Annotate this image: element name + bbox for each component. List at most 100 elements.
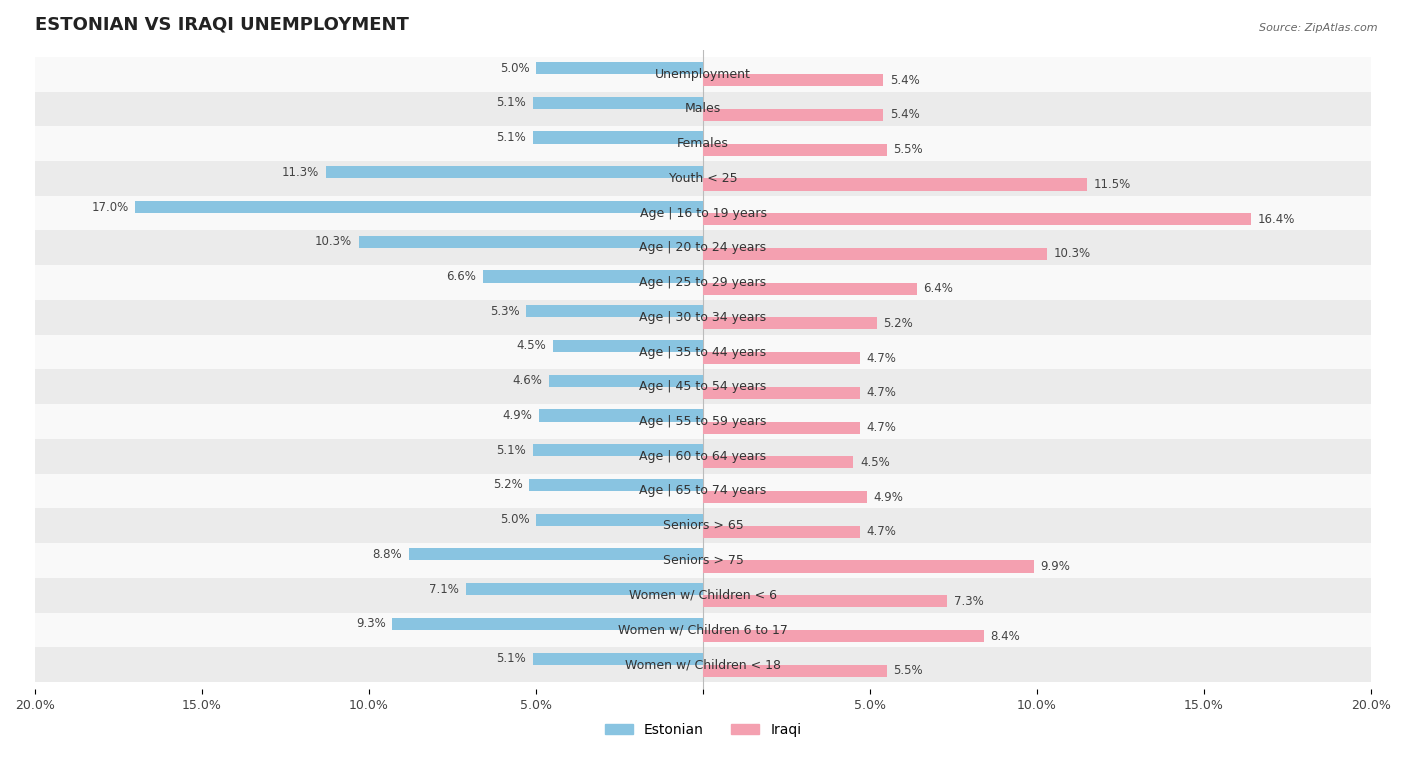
Text: Females: Females xyxy=(678,137,728,150)
Text: 6.4%: 6.4% xyxy=(924,282,953,295)
Text: 5.1%: 5.1% xyxy=(496,444,526,456)
Text: Males: Males xyxy=(685,102,721,115)
Bar xyxy=(359,235,703,248)
Bar xyxy=(35,265,1371,300)
Text: Seniors > 75: Seniors > 75 xyxy=(662,554,744,567)
Text: 4.9%: 4.9% xyxy=(873,491,903,503)
Bar xyxy=(35,369,1371,404)
Text: Age | 16 to 19 years: Age | 16 to 19 years xyxy=(640,207,766,220)
Text: Age | 25 to 29 years: Age | 25 to 29 years xyxy=(640,276,766,289)
Bar xyxy=(703,630,984,642)
Bar xyxy=(533,97,703,109)
Text: 5.4%: 5.4% xyxy=(890,108,920,121)
Text: Women w/ Children < 18: Women w/ Children < 18 xyxy=(626,658,780,671)
Bar xyxy=(703,525,860,538)
Bar xyxy=(533,132,703,144)
Text: 4.7%: 4.7% xyxy=(866,525,897,538)
Text: 5.5%: 5.5% xyxy=(893,664,922,678)
Bar xyxy=(392,618,703,630)
Bar xyxy=(35,647,1371,682)
Bar xyxy=(35,404,1371,439)
Legend: Estonian, Iraqi: Estonian, Iraqi xyxy=(599,718,807,743)
Bar xyxy=(553,340,703,352)
Bar xyxy=(35,439,1371,474)
Bar xyxy=(35,92,1371,126)
Text: Age | 45 to 54 years: Age | 45 to 54 years xyxy=(640,380,766,394)
Text: Age | 60 to 64 years: Age | 60 to 64 years xyxy=(640,450,766,463)
Text: 7.3%: 7.3% xyxy=(953,595,983,608)
Bar xyxy=(703,282,917,294)
Text: 5.2%: 5.2% xyxy=(883,317,912,330)
Text: Age | 65 to 74 years: Age | 65 to 74 years xyxy=(640,484,766,497)
Text: Women w/ Children < 6: Women w/ Children < 6 xyxy=(628,589,778,602)
Bar xyxy=(540,410,703,422)
Bar xyxy=(409,548,703,560)
Text: Youth < 25: Youth < 25 xyxy=(669,172,737,185)
Text: 4.7%: 4.7% xyxy=(866,386,897,400)
Bar xyxy=(465,583,703,595)
Bar xyxy=(35,300,1371,335)
Text: 5.5%: 5.5% xyxy=(893,143,922,156)
Text: Seniors > 65: Seniors > 65 xyxy=(662,519,744,532)
Bar xyxy=(35,509,1371,543)
Text: 5.0%: 5.0% xyxy=(499,61,529,75)
Bar xyxy=(526,305,703,317)
Bar xyxy=(35,196,1371,230)
Text: 11.5%: 11.5% xyxy=(1094,178,1130,191)
Text: 4.6%: 4.6% xyxy=(513,374,543,387)
Bar xyxy=(703,179,1087,191)
Bar xyxy=(703,665,887,677)
Bar xyxy=(703,387,860,399)
Text: 6.6%: 6.6% xyxy=(446,270,475,283)
Text: 10.3%: 10.3% xyxy=(315,235,353,248)
Bar xyxy=(703,352,860,364)
Bar xyxy=(703,491,866,503)
Text: 9.9%: 9.9% xyxy=(1040,560,1070,573)
Text: Unemployment: Unemployment xyxy=(655,67,751,81)
Text: 4.7%: 4.7% xyxy=(866,421,897,434)
Text: 5.3%: 5.3% xyxy=(489,305,519,318)
Text: Age | 35 to 44 years: Age | 35 to 44 years xyxy=(640,345,766,359)
Text: 9.3%: 9.3% xyxy=(356,618,385,631)
Text: 10.3%: 10.3% xyxy=(1053,248,1091,260)
Text: Age | 55 to 59 years: Age | 55 to 59 years xyxy=(640,415,766,428)
Bar xyxy=(35,612,1371,647)
Text: Age | 30 to 34 years: Age | 30 to 34 years xyxy=(640,311,766,324)
Bar xyxy=(35,474,1371,509)
Text: 8.4%: 8.4% xyxy=(990,630,1019,643)
Text: 5.1%: 5.1% xyxy=(496,96,526,109)
Text: 4.5%: 4.5% xyxy=(860,456,890,469)
Bar xyxy=(550,375,703,387)
Bar xyxy=(703,248,1047,260)
Text: Women w/ Children 6 to 17: Women w/ Children 6 to 17 xyxy=(619,624,787,637)
Bar xyxy=(35,230,1371,265)
Text: 16.4%: 16.4% xyxy=(1257,213,1295,226)
Bar xyxy=(35,578,1371,612)
Bar xyxy=(135,201,703,213)
Text: 5.1%: 5.1% xyxy=(496,131,526,144)
Text: ESTONIAN VS IRAQI UNEMPLOYMENT: ESTONIAN VS IRAQI UNEMPLOYMENT xyxy=(35,15,409,33)
Bar xyxy=(529,479,703,491)
Bar xyxy=(703,456,853,469)
Text: 5.2%: 5.2% xyxy=(494,478,523,491)
Text: 5.1%: 5.1% xyxy=(496,652,526,665)
Bar xyxy=(35,335,1371,369)
Bar xyxy=(35,161,1371,196)
Text: 11.3%: 11.3% xyxy=(281,166,319,179)
Bar xyxy=(703,109,883,121)
Bar xyxy=(703,74,883,86)
Text: 5.0%: 5.0% xyxy=(499,513,529,526)
Bar xyxy=(703,422,860,434)
Text: 4.9%: 4.9% xyxy=(503,409,533,422)
Bar xyxy=(326,167,703,179)
Bar xyxy=(703,560,1033,572)
Bar xyxy=(533,444,703,456)
Bar xyxy=(703,144,887,156)
Text: 5.4%: 5.4% xyxy=(890,73,920,87)
Text: 4.5%: 4.5% xyxy=(516,339,546,353)
Bar xyxy=(533,653,703,665)
Bar xyxy=(35,543,1371,578)
Bar xyxy=(703,213,1251,226)
Bar xyxy=(35,126,1371,161)
Bar xyxy=(536,62,703,74)
